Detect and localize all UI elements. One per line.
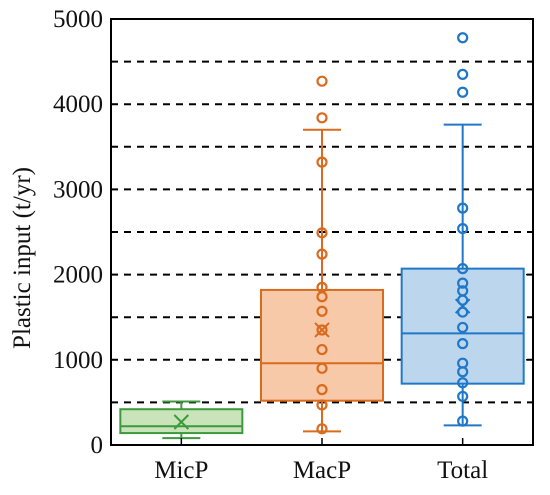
x-tick-label: MacP [293,457,351,484]
data-point [316,384,328,396]
data-point [316,423,328,435]
data-point [316,324,328,336]
data-point [457,32,469,44]
x-tick-label: Total [437,457,488,484]
data-point [316,399,328,411]
data-point [316,248,328,260]
data-point [316,305,328,317]
data-point [457,285,469,297]
data-point [457,202,469,214]
data-point [457,86,469,98]
data-point [457,321,469,334]
mean-marker [314,322,330,338]
y-tick-label: 0 [91,432,104,459]
data-point [316,75,328,87]
data-point [457,277,469,289]
data-point [316,281,328,293]
data-point [457,68,469,80]
data-point [316,343,328,356]
y-axis-title: Plastic input (t/yr) [9,167,36,349]
data-point [457,377,469,389]
y-tick-label: 2000 [53,262,103,289]
data-point [457,415,469,427]
plot-area: 0 1000 2000 3000 4000 5000 MicP MacP Total [53,6,534,484]
data-point [457,263,469,275]
mean-marker [173,414,190,430]
x-tick-label: MicP [154,457,208,484]
y-tick-label: 4000 [53,91,103,118]
y-tick-label: 5000 [53,6,103,33]
data-point [316,156,328,168]
mean-marker [454,298,471,314]
data-point [457,338,469,350]
data-point [457,222,469,235]
plot-frame [110,18,534,446]
data-point [316,112,328,124]
data-point [457,390,469,403]
y-tick-label: 3000 [53,176,103,203]
y-tick-label: 1000 [53,347,103,374]
data-point [457,357,469,369]
data-point [457,306,469,318]
data-point [316,227,328,239]
data-point [316,362,328,374]
